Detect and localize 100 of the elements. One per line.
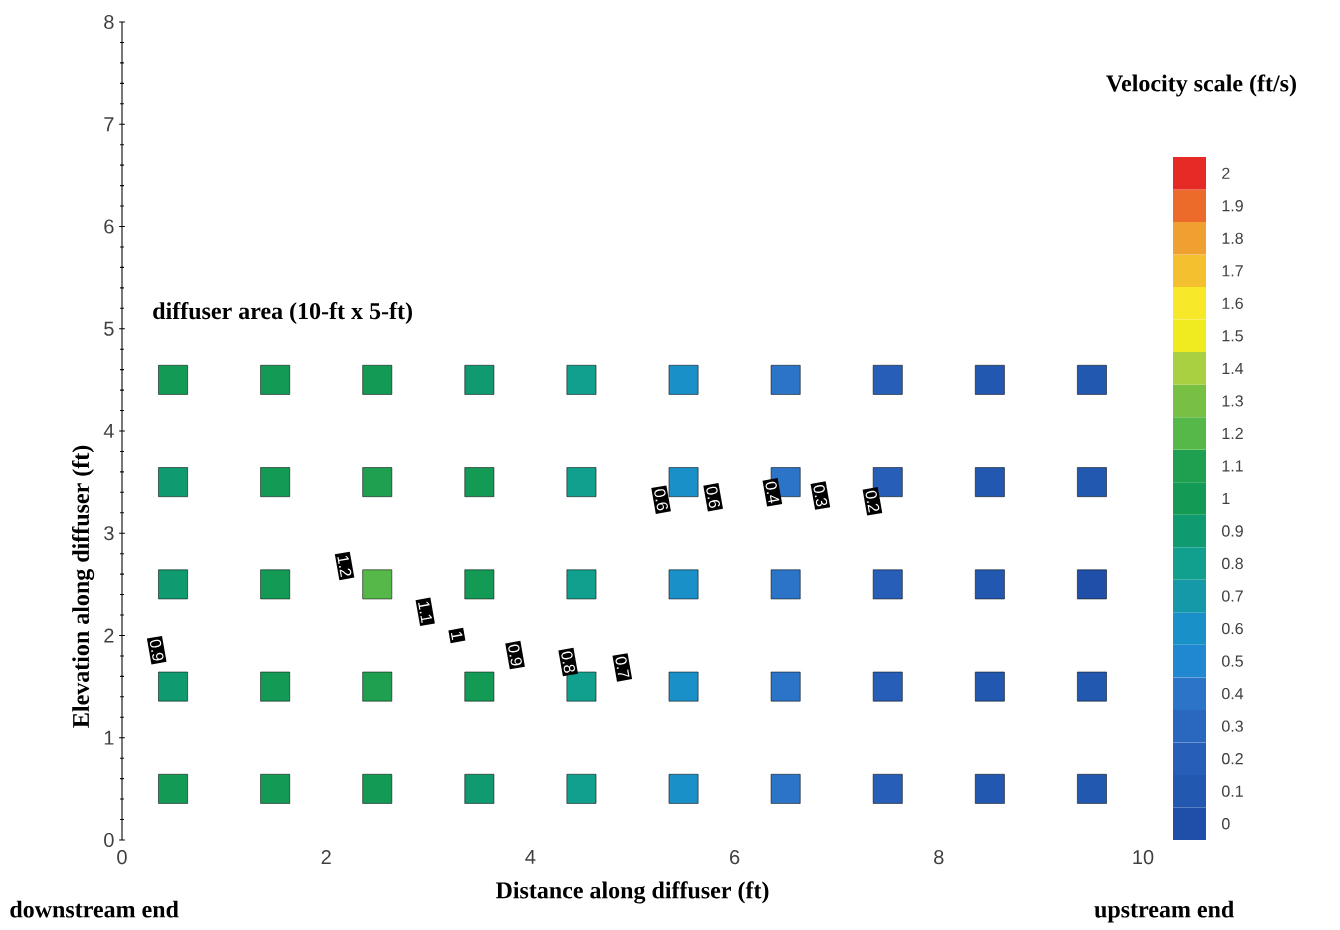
point (566, 569, 597, 600)
point (770, 774, 801, 804)
point (158, 467, 188, 497)
y-tick-label: 3 (104, 526, 114, 541)
point (668, 569, 699, 600)
annotation: 0.2 (865, 490, 880, 513)
point (566, 671, 597, 702)
point (872, 365, 903, 395)
color-bar-label: 1.3 (1222, 395, 1243, 407)
x-tick-label: 2 (321, 850, 331, 864)
annotation: 0.9 (508, 644, 522, 666)
x-axis-title: Distance along diffuser (ft) (495, 881, 769, 904)
color-bar-label: 1.4 (1222, 362, 1244, 374)
point (872, 671, 903, 702)
point (362, 467, 393, 497)
point (362, 774, 393, 804)
point (1077, 774, 1107, 804)
point (158, 569, 188, 600)
annotation: 0.9 (149, 639, 164, 661)
point (464, 671, 495, 702)
color-bar-label: 1.7 (1222, 265, 1243, 277)
color-bar-label: 0.8 (1222, 557, 1243, 570)
point (1077, 365, 1107, 395)
color-bar-label: 1.9 (1222, 200, 1243, 212)
point (260, 365, 291, 395)
point (1077, 467, 1107, 497)
y-tick-label: 0 (104, 832, 114, 848)
color-bar-label: 0.4 (1222, 687, 1244, 700)
point (975, 365, 1005, 395)
annotation: 1.2 (337, 555, 352, 578)
color-bar-label: 1.2 (1222, 427, 1243, 440)
annotation: 1 (450, 631, 463, 641)
color-bar-label: 1.8 (1222, 232, 1243, 244)
point (770, 365, 801, 395)
annotation: 0.7 (615, 656, 630, 677)
annotation: 0.4 (765, 481, 780, 504)
annotation: 0.3 (813, 485, 828, 507)
point (566, 365, 597, 395)
annotation: diffuser area (10-ft x 5-ft) (153, 302, 412, 325)
point (668, 774, 699, 804)
color-bar-label: 0 (1222, 818, 1230, 830)
color-bar-label: 0.6 (1222, 622, 1243, 635)
color-bar-label: 1.5 (1222, 330, 1243, 342)
y-tick-label: 8 (104, 14, 114, 30)
y-tick-label: 4 (103, 424, 114, 438)
point (464, 467, 495, 497)
color-bar-label: 2 (1222, 167, 1230, 179)
point (1077, 569, 1107, 600)
y-tick-label: 5 (104, 321, 114, 336)
point (464, 569, 495, 600)
color-bar-title: Velocity scale (ft/s) (1106, 74, 1296, 97)
point (464, 774, 495, 804)
point (975, 467, 1005, 497)
point (668, 467, 699, 497)
point (260, 774, 291, 804)
x-tick-label: 10 (1133, 850, 1154, 865)
color-bar-label: 1.6 (1222, 297, 1243, 309)
color-bar-label: 0.3 (1222, 720, 1243, 732)
point (158, 365, 188, 395)
color-bar-label: 1 (1222, 492, 1230, 504)
point (158, 671, 188, 702)
annotation: 0.8 (561, 651, 575, 673)
y-tick-label: 1 (104, 730, 114, 745)
point (362, 365, 393, 395)
color-bar-label: 0.9 (1222, 525, 1243, 537)
point (668, 671, 699, 702)
point (260, 467, 291, 497)
color-bar-label: 0.7 (1222, 590, 1243, 602)
point (464, 365, 495, 395)
point (566, 774, 597, 804)
point (872, 774, 903, 804)
annotation: 0.6 (654, 489, 668, 511)
y-tick-label: 6 (104, 219, 114, 234)
x-tick-label: 0 (117, 850, 127, 865)
point (362, 671, 393, 702)
x-tick-label: 6 (730, 850, 740, 865)
point (260, 671, 291, 702)
point (872, 569, 903, 600)
color-bar-label: 0.1 (1222, 785, 1243, 797)
point (975, 671, 1005, 702)
text: upstream end (1094, 900, 1235, 923)
color-bar-label: 1.1 (1222, 460, 1243, 472)
y-tick-label: 7 (104, 117, 114, 132)
color-bar-label: 0.2 (1222, 753, 1243, 765)
point (566, 467, 597, 497)
point (668, 365, 699, 395)
point (770, 569, 801, 600)
point (975, 774, 1005, 804)
point (362, 569, 393, 600)
color-bar-label: 0.5 (1222, 655, 1243, 667)
annotation: 0.6 (706, 486, 721, 508)
point (158, 774, 188, 804)
point (770, 671, 801, 702)
point (260, 569, 291, 600)
x-tick-label: 4 (525, 850, 536, 864)
x-tick-label: 8 (934, 850, 944, 865)
y-tick-label: 2 (104, 628, 114, 643)
y-axis-title: Elevation along diffuser (ft) (71, 445, 95, 728)
annotation: 1.1 (418, 601, 432, 623)
point (975, 569, 1005, 600)
